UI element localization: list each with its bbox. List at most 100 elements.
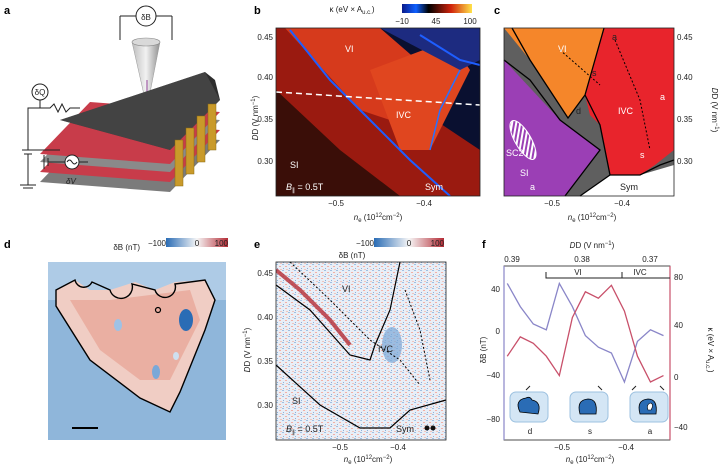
- c-x-tick: −0.4: [614, 199, 630, 208]
- panel-label-b: b: [254, 5, 261, 17]
- e-field-label: B∥ = 0.5T: [286, 424, 324, 436]
- sc2-region: [509, 120, 537, 160]
- e-y-ticks: 0.45 0.40 0.35 0.30: [257, 269, 273, 410]
- svg-text:0: 0: [496, 327, 501, 336]
- svg-text:0.40: 0.40: [257, 73, 273, 82]
- meter-left-label: δQ: [35, 88, 46, 97]
- d-colorbar: [166, 238, 228, 247]
- region-sym: [580, 165, 674, 196]
- f-inset-label: d: [528, 427, 532, 436]
- e-ylabel: DD (V nm−1): [243, 327, 252, 372]
- kappa-trace-line: [506, 284, 664, 383]
- c-x-tick: −0.5: [544, 199, 560, 208]
- f-top-tick: 0.39: [504, 255, 520, 264]
- svg-text:80: 80: [674, 273, 683, 282]
- region-si: [504, 60, 600, 196]
- c-region-label: SC2: [506, 148, 524, 158]
- panel-label-e: e: [254, 239, 260, 251]
- svg-text:0.35: 0.35: [677, 115, 693, 124]
- svg-text:−40: −40: [674, 423, 688, 432]
- b-colorbar: [402, 4, 472, 13]
- e-region-label: Sym: [396, 424, 414, 434]
- c-region-label: VI: [558, 44, 567, 54]
- e-xlabel: ne (1012cm−2): [344, 455, 393, 465]
- c-region-label: IVC: [618, 106, 634, 116]
- region-ivc: [585, 28, 674, 175]
- panel-f-linecut: f DD (V nm−1) 0.39 0.38 0.37 VI IVC 40 0…: [479, 239, 715, 465]
- b-x-tick: −0.5: [328, 199, 344, 208]
- panel-label-d: d: [4, 239, 11, 251]
- c-region-label: a: [530, 182, 535, 192]
- svg-text:0.45: 0.45: [677, 33, 693, 42]
- e-colorbar: [374, 238, 444, 247]
- svg-text:0.45: 0.45: [257, 33, 273, 42]
- b-cb-tick: 45: [432, 17, 441, 26]
- panel-label-c: c: [494, 5, 500, 17]
- svg-text:0.30: 0.30: [677, 157, 693, 166]
- f-top-label: DD (V nm−1): [570, 241, 615, 250]
- c-xlabel: ne (1012cm−2): [568, 213, 617, 224]
- f-insets: [509, 385, 669, 423]
- f-left-ticks: 40 0 −40 −80: [486, 285, 500, 424]
- c-region-label: SI: [520, 168, 529, 178]
- c-region-label: s: [592, 68, 597, 78]
- svg-text:0.40: 0.40: [257, 313, 273, 322]
- svg-text:40: 40: [674, 321, 683, 330]
- d-colorbar-title: δB (nT): [113, 243, 140, 252]
- c-region-label: d: [576, 106, 581, 116]
- c-region-label: s: [640, 150, 645, 160]
- svg-text:0: 0: [674, 373, 679, 382]
- region-vi: [504, 28, 604, 118]
- b-xlabel: ne (1012cm−2): [354, 213, 403, 224]
- svg-text:40: 40: [491, 285, 500, 294]
- voltage-label: δV: [66, 177, 76, 186]
- b-ylabel: DD (V nm−1): [251, 95, 260, 140]
- e-x-tick: −0.4: [390, 443, 406, 452]
- gold-contacts: [174, 103, 217, 187]
- c-ylabel: DD (V nm−1): [710, 88, 719, 133]
- b-region-label: VI: [345, 44, 354, 54]
- svg-text:0.30: 0.30: [257, 157, 273, 166]
- panel-b-kappa-map: b κ (eV × Au.c.) −10 45 100 VI IVC SI Sy…: [251, 4, 481, 224]
- b-x-tick: −0.4: [416, 199, 432, 208]
- e-x-tick: −0.5: [332, 443, 348, 452]
- db-trace-line: [506, 281, 664, 384]
- f-xlabel: ne (1012cm−2): [566, 455, 615, 465]
- b-field-label: B∥ = 0.5T: [286, 182, 324, 194]
- b-region-label: Sym: [425, 182, 443, 192]
- f-top-tick: 0.37: [642, 255, 658, 264]
- f-top-tick: 0.38: [574, 255, 590, 264]
- f-right-ticks: 80 40 0 −40: [674, 273, 688, 432]
- svg-text:0.45: 0.45: [257, 269, 273, 278]
- svg-text:−40: −40: [486, 371, 500, 380]
- c-region-label: a: [660, 92, 665, 102]
- b-region-label: IVC: [396, 110, 412, 120]
- b-y-ticks: 0.45 0.40 0.35 0.30: [257, 33, 273, 166]
- b-cb-tick: −10: [395, 17, 409, 26]
- panel-label-a: a: [4, 5, 11, 17]
- svg-text:0.40: 0.40: [677, 73, 693, 82]
- d-cb-tick: 100: [215, 239, 229, 248]
- e-colorbar-title: δB (nT): [339, 251, 366, 260]
- panel-a-schematic: a δB δQ δV: [4, 5, 220, 192]
- svg-text:0.30: 0.30: [257, 401, 273, 410]
- panel-e-db-map: e δB (nT) −100 0 100 VI IVC SI Sym B∥ = …: [243, 238, 447, 465]
- e-cb-tick: 0: [407, 239, 412, 248]
- f-right-label: κ (eV × Au.c.): [704, 327, 715, 372]
- f-inset-label: a: [648, 427, 653, 436]
- f-inset-label: s: [588, 427, 592, 436]
- d-cb-tick: 0: [195, 239, 200, 248]
- b-cb-tick: 100: [463, 17, 477, 26]
- svg-text:−80: −80: [486, 415, 500, 424]
- f-x-tick: −0.4: [618, 443, 634, 452]
- c-y-ticks: 0.45 0.40 0.35 0.30: [677, 33, 693, 166]
- f-region-label: VI: [574, 268, 582, 277]
- c-region-label: Sym: [620, 182, 638, 192]
- f-region-label: IVC: [633, 268, 647, 277]
- f-left-label: δB (nT): [479, 336, 488, 363]
- d-cb-tick: −100: [148, 239, 167, 248]
- panel-d-magnetic-image: d δB (nT) −100 0 100: [4, 238, 229, 440]
- b-colorbar-title: κ (eV × Au.c.): [329, 5, 374, 16]
- svg-text:0.35: 0.35: [257, 115, 273, 124]
